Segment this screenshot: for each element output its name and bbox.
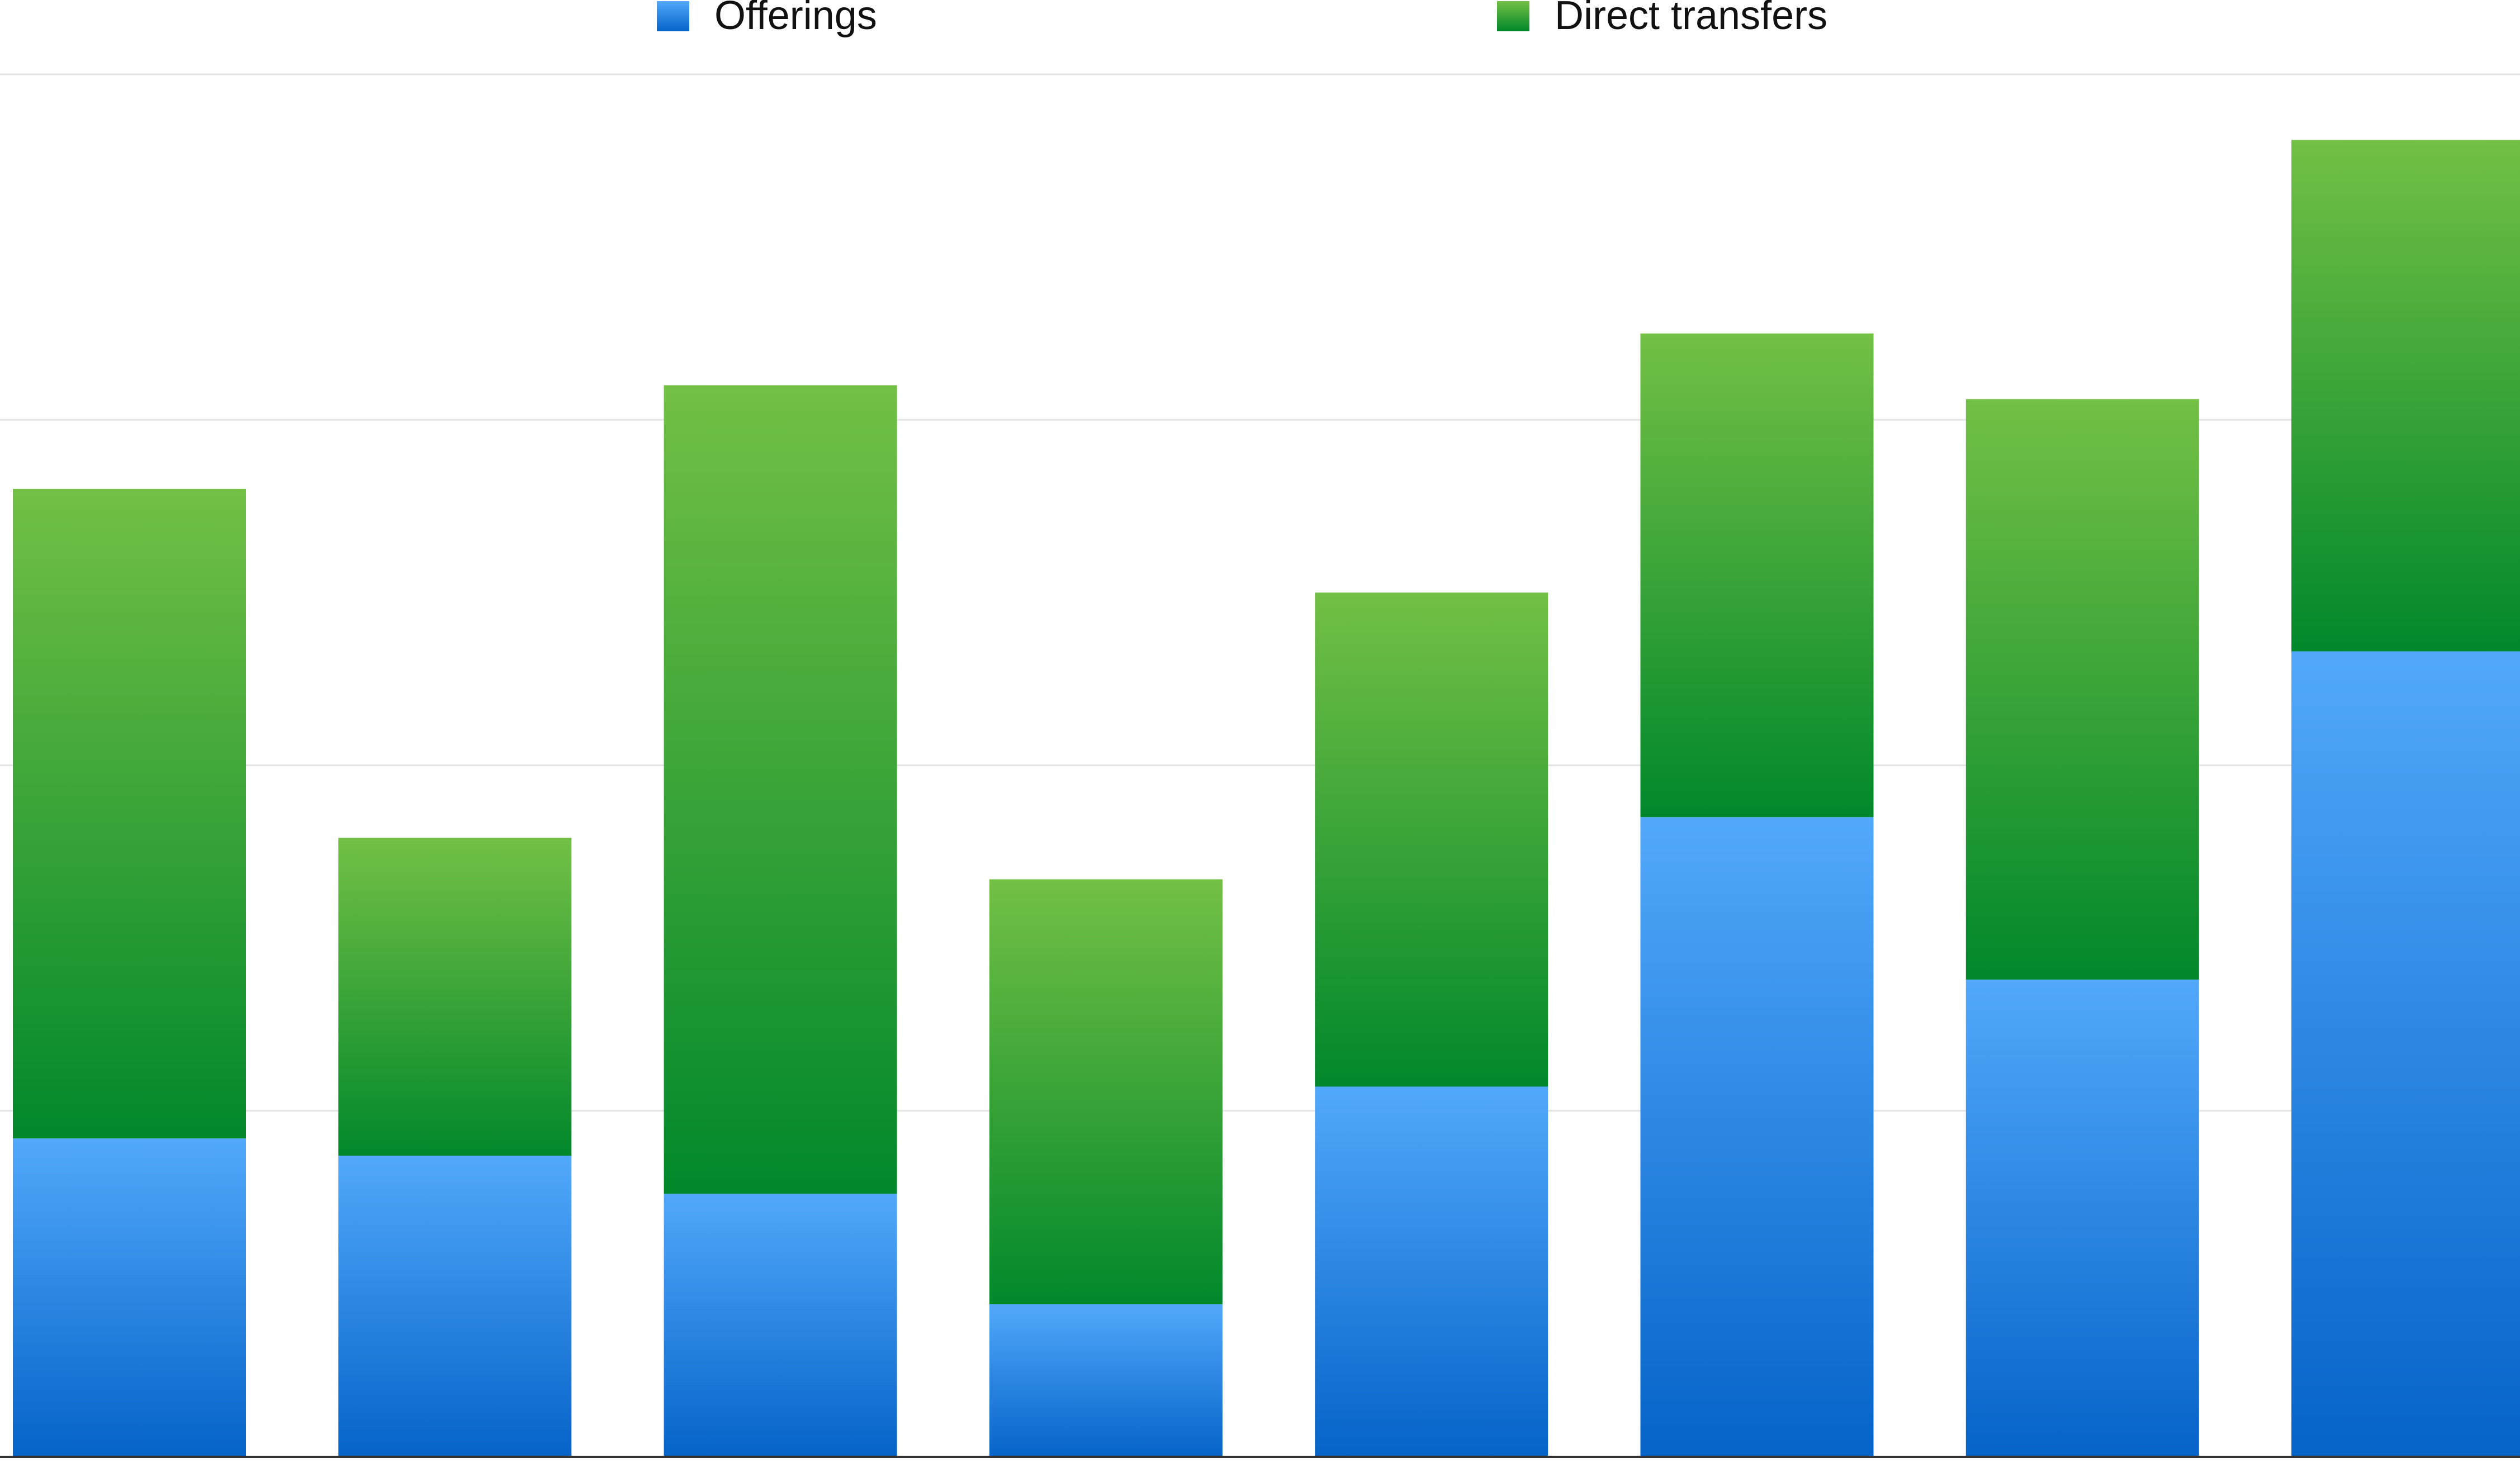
bar-direct-transfers-7 [1965,399,2199,980]
bar-direct-transfers-2 [338,838,572,1156]
legend-offerings-label: Offerings [714,0,877,38]
bar-offerings-2 [338,1156,572,1456]
bar-offerings-1 [13,1138,246,1456]
bar-direct-transfers-5 [1315,592,1548,1087]
legend-offerings-swatch [657,1,689,31]
bar-direct-transfers-4 [989,879,1223,1304]
bar-offerings-7 [1965,979,2199,1456]
bar-offerings-3 [664,1194,897,1456]
bar-direct-transfers-6 [1640,333,1874,818]
bars [13,140,2520,1456]
legend: Offerings Direct transfers [657,0,1827,38]
bar-offerings-5 [1315,1086,1548,1456]
legend-direct-transfers-swatch [1497,1,1529,31]
legend-offerings: Offerings [657,0,877,38]
bar-direct-transfers-8 [2291,140,2520,652]
legend-direct-transfers: Direct transfers [1497,0,1827,38]
bar-direct-transfers-1 [13,488,246,1139]
bar-offerings-4 [989,1304,1223,1456]
bar-offerings-8 [2291,651,2520,1456]
bar-offerings-6 [1640,817,1874,1456]
legend-direct-transfers-label: Direct transfers [1555,0,1827,38]
bar-direct-transfers-3 [664,385,897,1194]
